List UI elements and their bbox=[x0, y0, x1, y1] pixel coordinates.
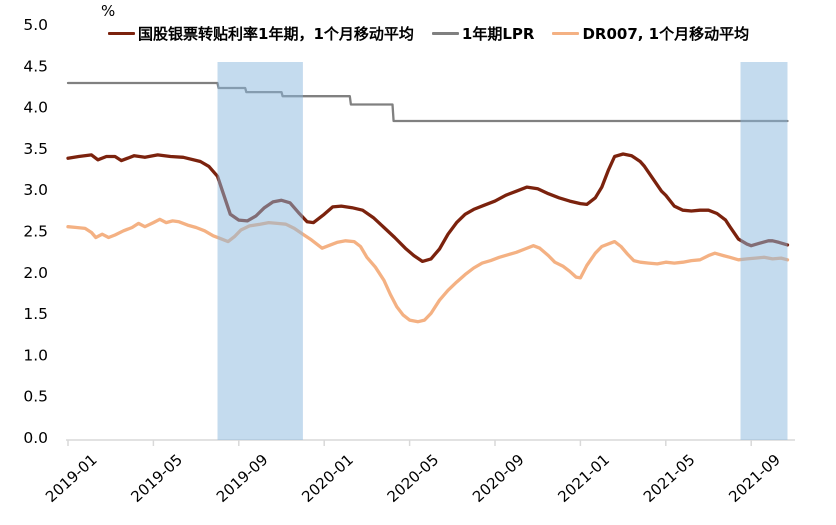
x-axis-tick-label: 2020-09 bbox=[469, 451, 528, 506]
dr007-line-marker-icon bbox=[552, 32, 580, 35]
x-axis-tick-label: 2020-01 bbox=[298, 451, 357, 506]
y-axis-tick-label: 3.5 bbox=[23, 140, 48, 158]
y-axis-tick-label: 4.0 bbox=[23, 99, 48, 117]
y-axis-tick-label: 1.0 bbox=[23, 346, 48, 364]
x-axis-tick-label: 2021-09 bbox=[725, 451, 784, 506]
x-axis-tick-label: 2019-09 bbox=[213, 451, 272, 506]
lpr-line-marker-icon bbox=[431, 32, 459, 35]
series-line-2 bbox=[66, 217, 790, 324]
x-axis-tick-label: 2021-05 bbox=[640, 451, 699, 506]
legend-item-dr007: DR007, 1个月移动平均 bbox=[552, 23, 749, 44]
x-axis-tick-label: 2020-05 bbox=[384, 451, 443, 506]
y-axis-tick-label: 1.5 bbox=[23, 305, 48, 323]
bill-rate-line-marker-icon bbox=[108, 32, 135, 35]
y-axis-tick-label: 2.0 bbox=[23, 264, 48, 282]
highlight-band-2 bbox=[740, 62, 788, 440]
legend-label-lpr: 1年期LPR bbox=[461, 25, 535, 43]
y-axis-tick-label: 2.5 bbox=[23, 223, 48, 241]
series-line-0 bbox=[66, 152, 790, 264]
y-axis-tick-label: 0.5 bbox=[23, 388, 48, 406]
x-axis-tick-label: 2021-01 bbox=[554, 451, 613, 506]
legend: 国股银票转贴利率1年期，1个月移动平均 1年期LPR DR007, 1个月移动平… bbox=[108, 23, 749, 44]
x-axis-tick-label: 2019-05 bbox=[127, 451, 186, 506]
y-axis-tick-label: 5.0 bbox=[23, 16, 48, 34]
legend-label-dr007: DR007, 1个月移动平均 bbox=[582, 25, 750, 43]
legend-item-lpr: 1年期LPR bbox=[431, 23, 535, 44]
x-axis-tick-label: 2019-01 bbox=[42, 451, 101, 506]
y-axis-unit-label: % bbox=[101, 2, 116, 20]
y-axis-tick-label: 0.0 bbox=[23, 429, 48, 447]
legend-item-bill-rate: 国股银票转贴利率1年期，1个月移动平均 bbox=[108, 23, 414, 44]
highlight-band-1 bbox=[217, 62, 303, 440]
series-line-1 bbox=[66, 81, 789, 123]
legend-label-bill-rate: 国股银票转贴利率1年期，1个月移动平均 bbox=[138, 25, 414, 43]
y-axis-tick-label: 3.0 bbox=[23, 181, 48, 199]
y-axis-tick-label: 4.5 bbox=[23, 57, 48, 75]
